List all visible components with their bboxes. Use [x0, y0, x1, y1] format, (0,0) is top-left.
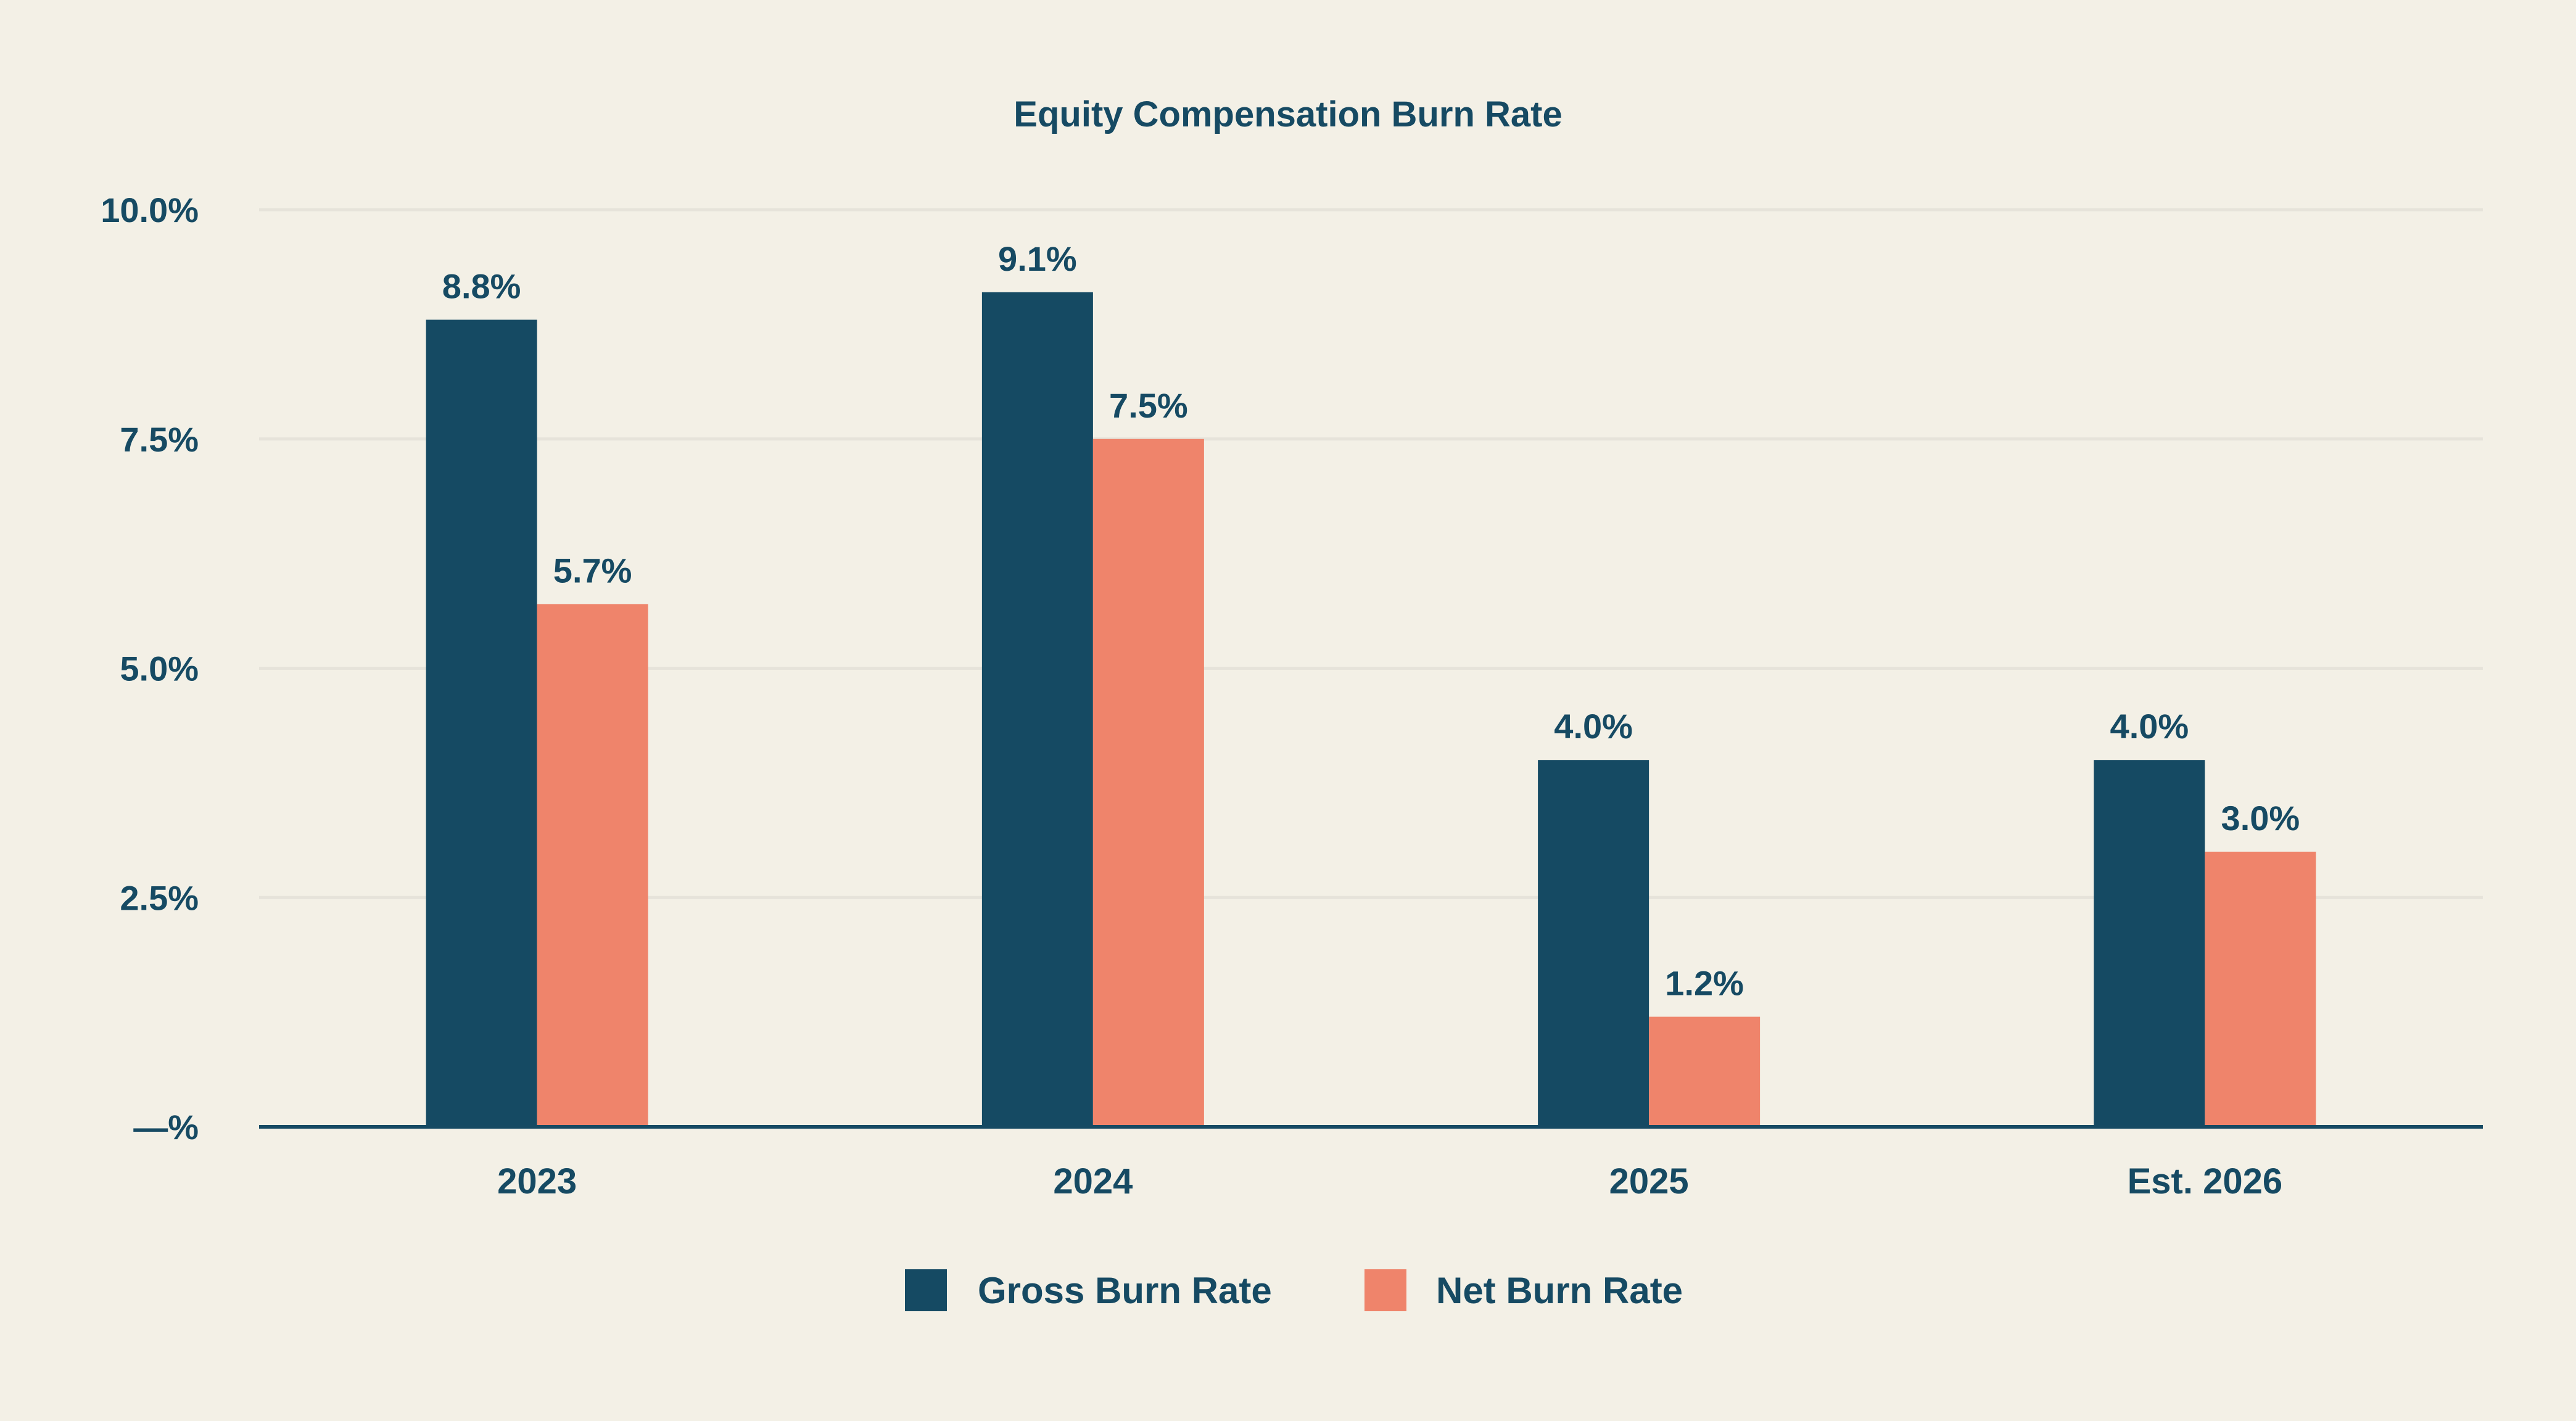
y-tick-label: —% — [133, 1108, 199, 1147]
x-tick-label: 2023 — [497, 1161, 577, 1201]
bar-net — [1649, 1016, 1761, 1127]
chart-title: Equity Compensation Burn Rate — [1013, 94, 1562, 134]
y-tick-label: 2.5% — [120, 878, 199, 917]
bar-net — [2205, 851, 2316, 1127]
x-tick-label: 2024 — [1053, 1161, 1133, 1201]
x-axis-ticks: 2023 2024 2025 Est. 2026 — [497, 1161, 2282, 1201]
legend-swatch-gross — [905, 1269, 947, 1311]
bar-gross — [426, 319, 537, 1127]
y-tick-label: 7.5% — [120, 420, 199, 459]
bar-net — [1092, 439, 1204, 1127]
data-label: 8.8% — [442, 266, 521, 305]
data-label: 4.0% — [1554, 707, 1633, 746]
bar-net — [537, 604, 648, 1127]
data-label: 5.7% — [553, 551, 632, 590]
data-label: 9.1% — [998, 239, 1077, 278]
data-label: 4.0% — [2110, 707, 2189, 746]
y-axis-ticks: —% 2.5% 5.0% 7.5% 10.0% — [101, 191, 199, 1147]
data-labels: 8.8% 5.7% 9.1% 7.5% 4.0% 1.2% 4.0% 3.0% — [442, 239, 2300, 1003]
bar-gross — [981, 292, 1093, 1127]
data-label: 3.0% — [2221, 799, 2300, 838]
bar-gross — [1538, 760, 1649, 1127]
y-tick-label: 5.0% — [120, 649, 199, 688]
legend: Gross Burn Rate Net Burn Rate — [905, 1269, 1683, 1311]
y-tick-label: 10.0% — [101, 191, 199, 229]
bar-gross — [2094, 760, 2205, 1127]
legend-label-gross: Gross Burn Rate — [978, 1270, 1272, 1311]
legend-label-net: Net Burn Rate — [1436, 1270, 1683, 1311]
x-tick-label: Est. 2026 — [2128, 1161, 2283, 1201]
data-label: 1.2% — [1665, 964, 1744, 1003]
bars — [426, 292, 2316, 1127]
data-label: 7.5% — [1109, 386, 1188, 425]
legend-swatch-net — [1364, 1269, 1406, 1311]
x-tick-label: 2025 — [1609, 1161, 1689, 1201]
